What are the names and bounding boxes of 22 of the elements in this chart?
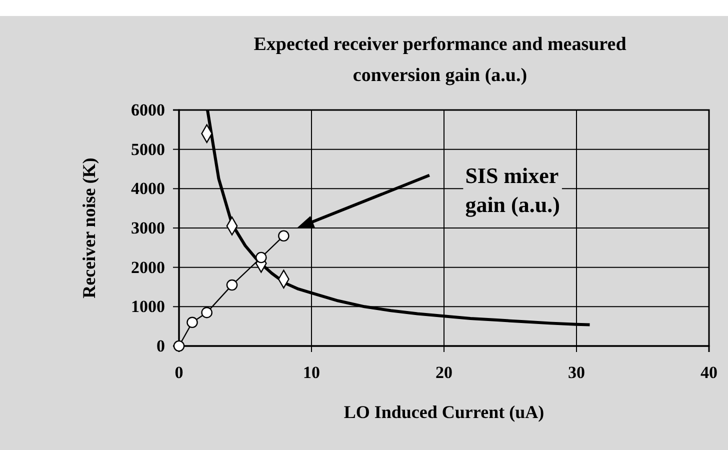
point	[278, 230, 290, 242]
point	[173, 340, 185, 352]
y-axis-title: Receiver noise (K)	[79, 158, 99, 298]
point	[226, 279, 238, 291]
point	[201, 306, 212, 318]
y-tick-label: 6000	[131, 100, 165, 120]
point	[256, 252, 267, 264]
annotation: SIS mixer gain (a.u.)	[465, 162, 560, 217]
y-tick-label: 3000	[131, 218, 165, 238]
x-axis-title: LO Induced Current (uA)	[344, 402, 544, 422]
x-tick-label: 0	[174, 363, 184, 382]
point	[186, 316, 198, 328]
x-tick-label: 20	[436, 363, 452, 382]
y-tick-label: 0	[156, 336, 165, 356]
x-tick-label: 40	[700, 363, 718, 382]
y-tick-label: 1000	[131, 297, 165, 316]
y-tick-label: 4000	[131, 179, 165, 198]
chart-title: Expected receiver performance and measured conversion gain (a.u.)	[254, 34, 627, 86]
y-tick-label: 2000	[131, 258, 165, 277]
y-tick-label: 5000	[131, 140, 165, 159]
x-tick-label: 30	[568, 363, 585, 382]
x-tick-label: 10	[303, 363, 320, 382]
